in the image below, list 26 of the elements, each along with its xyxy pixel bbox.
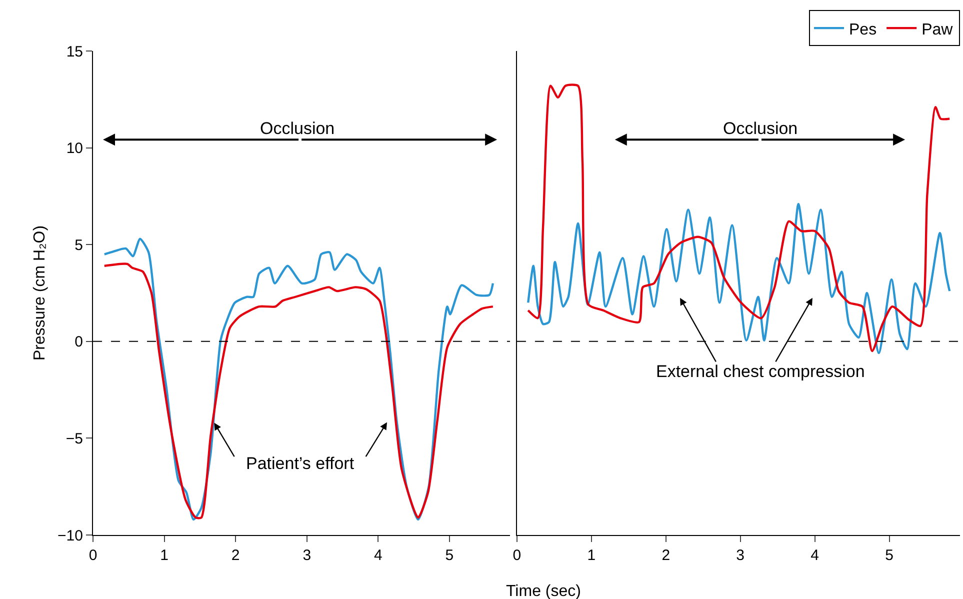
- annotation: External chest compression: [656, 362, 865, 381]
- y-tick-label: 0: [74, 334, 83, 351]
- annotation: Occlusion: [723, 119, 798, 138]
- x-tick-label: 2: [231, 547, 240, 564]
- y-tick-label: 15: [66, 43, 83, 60]
- annotation: Patient’s effort: [246, 454, 354, 473]
- x-tick-label: 3: [302, 547, 312, 564]
- x-tick-label: 2: [662, 547, 670, 564]
- x-tick-label: 4: [374, 547, 382, 564]
- annotation: Occlusion: [260, 119, 335, 138]
- x-axis-title: Time (sec): [506, 583, 581, 599]
- y-tick-label: −5: [66, 430, 83, 448]
- y-tick-label: −10: [58, 527, 83, 544]
- x-tick-label: 0: [88, 547, 98, 564]
- y-axis-title: Pressure (cm H₂O): [31, 225, 48, 361]
- legend-label: Paw: [922, 21, 954, 38]
- legend-label: Pes: [849, 21, 877, 38]
- x-tick-label: 3: [736, 547, 745, 564]
- x-tick-label: 1: [160, 547, 168, 564]
- x-tick-label: 1: [587, 547, 596, 564]
- x-tick-label: 5: [445, 547, 454, 564]
- x-tick-label: 0: [512, 547, 522, 564]
- x-tick-label: 4: [810, 547, 819, 564]
- y-tick-label: 10: [66, 140, 83, 158]
- x-tick-label: 5: [885, 547, 894, 564]
- y-tick-label: 5: [74, 236, 83, 254]
